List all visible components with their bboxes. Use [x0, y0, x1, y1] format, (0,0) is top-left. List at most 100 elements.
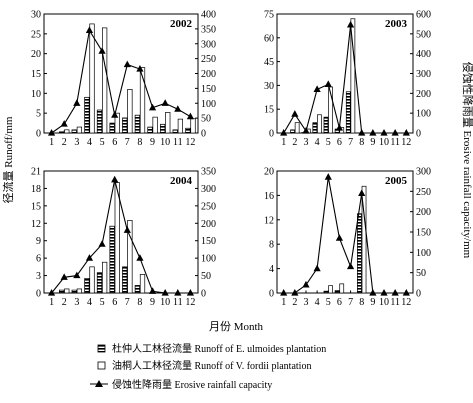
x-tick-label: 11: [173, 297, 183, 308]
point-erosive: [402, 289, 410, 296]
y-right-tick-label: 300: [416, 69, 431, 80]
bar-v-fordii: [102, 261, 108, 294]
point-erosive: [324, 80, 332, 88]
bar-e-ulmoides: [159, 123, 166, 134]
point-erosive: [161, 99, 169, 106]
x-tick-label: 2: [292, 137, 297, 148]
point-erosive: [358, 129, 366, 136]
x-tick-label: 1: [49, 297, 54, 308]
y-right-tick-label: 150: [416, 228, 431, 239]
point-erosive: [324, 173, 332, 180]
bar-v-fordii: [139, 274, 146, 294]
x-tick-label: 10: [379, 137, 389, 148]
y-right-tick-label: 200: [416, 89, 431, 100]
point-erosive: [380, 129, 388, 136]
y-right-tick-label: 0: [201, 129, 206, 140]
y-left-tick-label: 0: [36, 129, 41, 140]
point-erosive: [161, 289, 169, 296]
y-right-tick-label: 100: [201, 99, 216, 110]
x-tick-label: 8: [137, 137, 142, 148]
bar-e-ulmoides: [109, 122, 115, 134]
x-tick-label: 11: [390, 297, 400, 308]
bar-v-fordii: [127, 89, 133, 134]
bar-v-fordii: [76, 288, 83, 294]
x-tick-label: 9: [370, 297, 375, 308]
y-left-tick-label: 15: [264, 105, 274, 116]
x-tick-label: 11: [390, 137, 400, 148]
y-right-tick-label: 350: [201, 24, 216, 35]
x-tick-label: 6: [112, 297, 117, 308]
line-erosive: [51, 179, 191, 294]
point-erosive: [291, 110, 299, 117]
y-axis-right-label: 侵蚀性降雨量 Erosive rainfall capacity/mm: [461, 62, 473, 259]
x-tick-label: 10: [379, 297, 389, 308]
y-left-tick-label: 16: [264, 191, 274, 202]
y-left-tick-label: 18: [31, 184, 41, 195]
point-erosive: [186, 112, 195, 120]
point-erosive: [174, 105, 182, 112]
bar-e-ulmoides: [312, 122, 318, 134]
legend-marker-erosive: [95, 380, 103, 387]
y-right-tick-label: 200: [416, 207, 431, 218]
y-right-tick-label: 300: [201, 184, 216, 195]
bar-e-ulmoides: [122, 266, 128, 294]
line-erosive: [283, 24, 407, 134]
bar-v-fordii: [339, 283, 345, 294]
x-tick-label: 1: [49, 137, 54, 148]
point-erosive: [313, 264, 321, 272]
bar-e-ulmoides: [71, 129, 77, 134]
bar-e-ulmoides: [96, 109, 103, 134]
y-left-tick-label: 3: [36, 271, 41, 282]
bar-v-fordii: [152, 116, 158, 134]
y-left-tick-label: 8: [269, 240, 274, 251]
x-axis-label: 月份 Month: [209, 320, 264, 333]
x-tick-label: 9: [150, 297, 155, 308]
y-right-tick-label: 250: [201, 201, 216, 212]
x-tick-label: 9: [150, 137, 155, 148]
x-tick-label: 7: [348, 137, 353, 148]
legend-swatch-v-fordii: [97, 361, 106, 370]
x-tick-label: 6: [337, 297, 342, 308]
bar-e-ulmoides: [185, 127, 191, 134]
y-left-tick-label: 20: [31, 49, 41, 60]
point-erosive: [280, 289, 288, 296]
x-tick-label: 11: [173, 137, 183, 148]
bar-v-fordii: [114, 182, 120, 294]
bar-v-fordii: [328, 285, 333, 294]
point-erosive: [391, 129, 399, 136]
line-erosive: [283, 177, 407, 294]
x-tick-label: 2: [62, 297, 67, 308]
x-tick-label: 2: [62, 137, 67, 148]
x-tick-label: 6: [112, 137, 117, 148]
x-tick-label: 7: [348, 297, 353, 308]
bar-e-ulmoides: [334, 290, 340, 294]
x-tick-label: 7: [125, 137, 130, 148]
x-tick-label: 6: [337, 137, 342, 148]
point-erosive: [402, 129, 410, 136]
point-erosive: [111, 111, 119, 118]
bar-e-ulmoides: [147, 126, 153, 134]
y-left-tick-label: 0: [269, 129, 274, 140]
y-left-tick-label: 15: [31, 201, 41, 212]
y-left-tick-label: 21: [31, 167, 41, 178]
x-tick-label: 7: [125, 297, 130, 308]
point-erosive: [136, 65, 144, 72]
bar-e-ulmoides: [59, 289, 65, 294]
y-left-tick-label: 30: [264, 81, 274, 92]
bar-v-fordii: [165, 112, 171, 134]
y-left-tick-label: 10: [31, 89, 41, 100]
x-tick-label: 2: [292, 297, 297, 308]
bar-e-ulmoides: [59, 131, 65, 134]
point-erosive: [369, 289, 377, 296]
x-tick-label: 10: [160, 297, 170, 308]
y-right-tick-label: 150: [201, 84, 216, 95]
bar-e-ulmoides: [84, 96, 90, 134]
bar-v-fordii: [177, 118, 183, 134]
legend-swatch-e-ulmoides: [97, 344, 106, 353]
y-left-tick-label: 6: [36, 254, 41, 265]
y-right-tick-label: 0: [416, 289, 421, 300]
point-erosive: [98, 240, 106, 247]
